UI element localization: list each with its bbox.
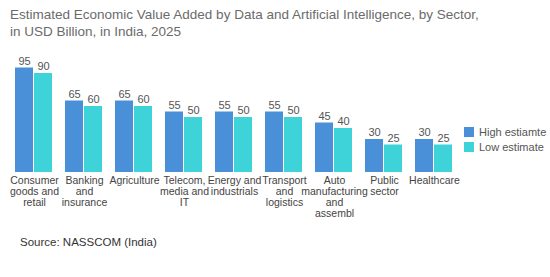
html-text:Low estimate: Low estimate [479,140,544,153]
svg-text:Agriculture: Agriculture [109,174,159,186]
svg-text:Energy andindustrials: Energy andindustrials [208,174,262,197]
svg-text:Consumergoods andretail: Consumergoods andretail [10,174,59,208]
svg-text:30: 30 [418,126,430,138]
svg-text:Telecom,media andIT: Telecom,media andIT [160,174,209,208]
html-text:Source: NASSCOM (India): Source: NASSCOM (India) [20,236,157,248]
svg-text:45: 45 [318,110,330,122]
svg-text:50: 50 [187,104,199,116]
svg-text:95: 95 [18,55,30,67]
svg-text:Bankingandinsurance: Bankingandinsurance [62,174,108,208]
svg-text:30: 30 [368,126,380,138]
svg-text:25: 25 [387,132,399,144]
svg-text:Automanufacturingandassembl: Automanufacturingandassembl [301,174,368,219]
svg-text:65: 65 [68,88,80,100]
svg-text:55: 55 [268,99,280,111]
svg-text:25: 25 [437,132,449,144]
html-text:Estimated Economic Value Added: Estimated Economic Value Added by Data a… [10,7,479,39]
svg-text:50: 50 [287,104,299,116]
svg-text:65: 65 [118,88,130,100]
svg-text:Publicsector: Publicsector [370,174,399,197]
svg-text:60: 60 [87,93,99,105]
svg-text:90: 90 [37,60,49,72]
svg-text:Transportandlogistics: Transportandlogistics [262,174,307,208]
svg-text:50: 50 [237,104,249,116]
svg-text:55: 55 [218,99,230,111]
svg-text:40: 40 [337,115,349,127]
html-text:High estiamte: High estiamte [479,125,547,138]
svg-text:60: 60 [137,93,149,105]
svg-text:Healthcare: Healthcare [409,174,460,186]
svg-text:55: 55 [168,99,180,111]
